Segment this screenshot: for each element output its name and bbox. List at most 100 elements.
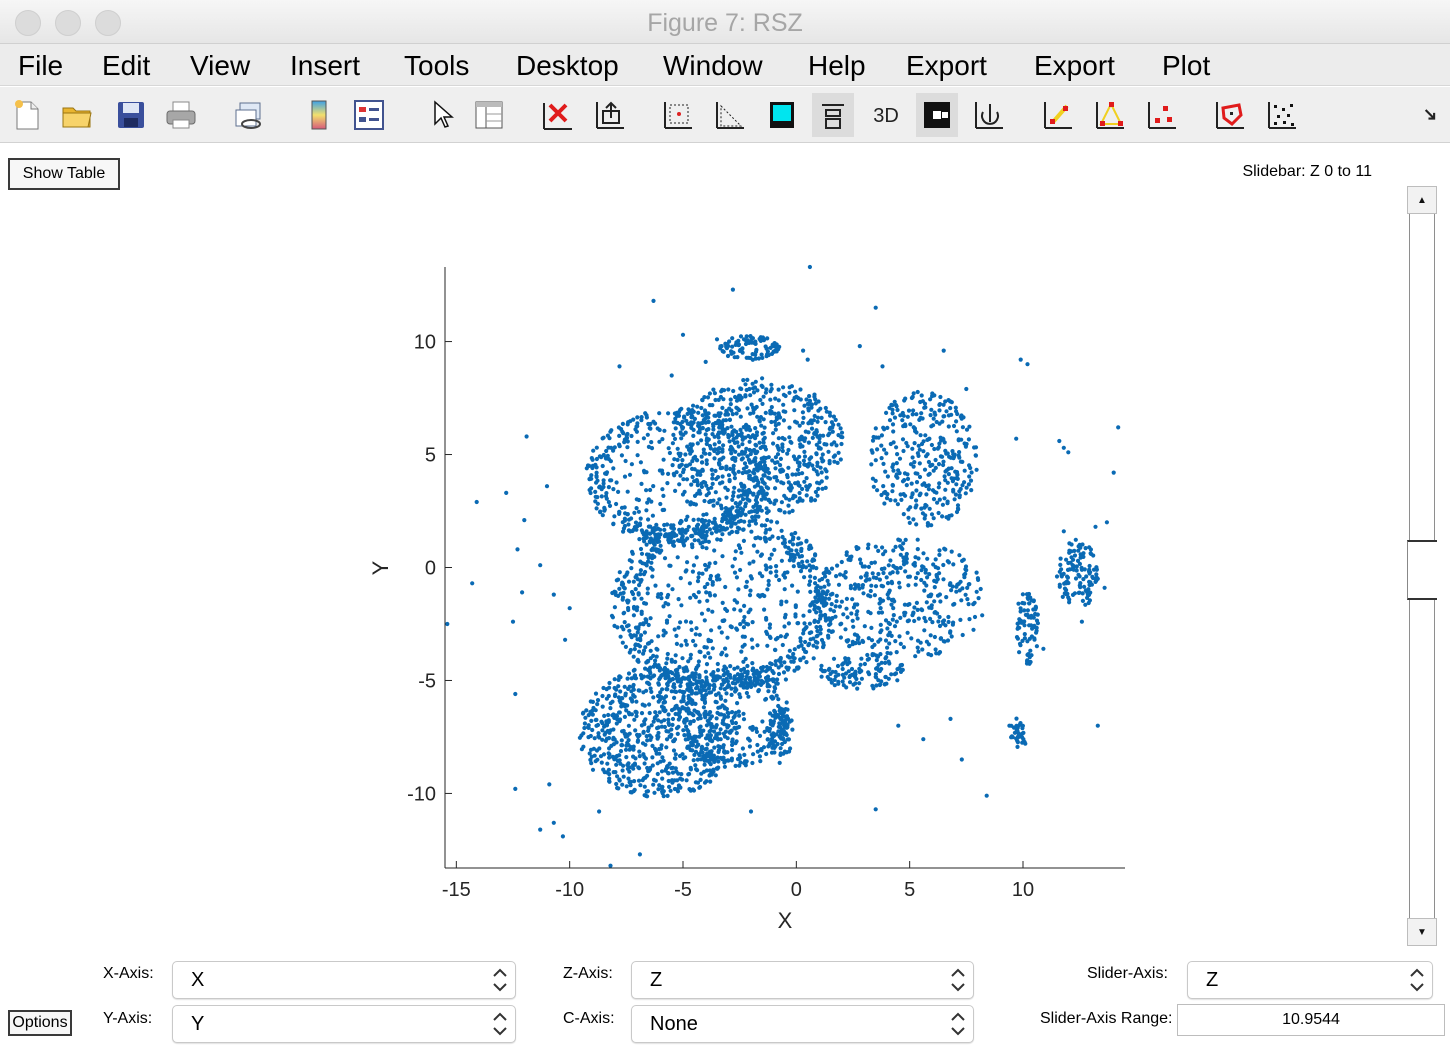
data-point	[690, 414, 695, 419]
data-point	[760, 719, 765, 724]
data-point	[627, 731, 632, 736]
slice-icon[interactable]	[709, 93, 751, 137]
save-icon[interactable]	[110, 93, 152, 137]
z-axis-select[interactable]: Z	[631, 961, 974, 999]
cyan-square-icon[interactable]	[761, 93, 803, 137]
data-point	[854, 546, 860, 552]
data-point	[823, 405, 828, 411]
red-points-icon[interactable]	[1141, 93, 1183, 137]
menu-plot[interactable]: Plot	[1162, 50, 1211, 81]
zoom-box-icon[interactable]	[657, 93, 699, 137]
options-button[interactable]: Options	[8, 1010, 72, 1036]
minimize-window-button[interactable]	[55, 10, 81, 36]
y-axis-select[interactable]: Y	[172, 1005, 516, 1043]
close-window-button[interactable]	[15, 10, 41, 36]
data-point	[793, 603, 798, 608]
black-white-toggle-icon[interactable]	[916, 93, 958, 137]
rotate-icon[interactable]	[968, 93, 1010, 137]
new-figure-icon[interactable]	[6, 93, 48, 137]
data-point	[651, 782, 656, 787]
scatter-yellow-icon[interactable]	[1037, 93, 1079, 137]
data-point	[638, 572, 643, 577]
data-point	[771, 696, 776, 701]
slider-down-button[interactable]: ▼	[1407, 918, 1437, 946]
toolbar-overflow-icon[interactable]	[1420, 93, 1444, 137]
show-table-button[interactable]: Show Table	[8, 158, 120, 190]
open-file-icon[interactable]	[56, 93, 98, 137]
c-axis-select[interactable]: None	[631, 1005, 974, 1043]
menu-file[interactable]: File	[18, 50, 64, 81]
data-point	[1025, 658, 1030, 663]
data-point	[710, 476, 715, 481]
data-point	[589, 754, 594, 759]
menu-export[interactable]: Export	[906, 50, 987, 81]
x-axis-select[interactable]: X	[172, 961, 516, 999]
slider-range-input[interactable]: 10.9544	[1177, 1004, 1445, 1036]
data-point	[713, 490, 718, 495]
data-point	[1020, 592, 1025, 597]
data-point	[617, 433, 622, 438]
slider-up-button[interactable]: ▲	[1407, 186, 1437, 214]
data-point	[712, 442, 717, 447]
data-point	[759, 552, 764, 557]
data-point	[1095, 723, 1100, 728]
print-icon[interactable]	[160, 93, 202, 137]
data-point	[955, 472, 960, 478]
data-point	[633, 643, 638, 648]
data-point	[893, 639, 898, 644]
menu-desktop[interactable]: Desktop	[516, 50, 619, 81]
data-point	[940, 454, 945, 459]
data-point	[652, 790, 657, 795]
pointer-icon[interactable]	[420, 93, 462, 137]
data-point	[666, 778, 671, 784]
polygon-select-icon[interactable]	[1209, 93, 1251, 137]
data-point	[690, 466, 695, 471]
data-point	[547, 782, 552, 787]
data-point	[750, 515, 755, 520]
data-point	[786, 545, 791, 550]
data-point	[1026, 596, 1031, 601]
data-point	[776, 697, 781, 702]
zoom-window-button[interactable]	[95, 10, 121, 36]
property-inspector-icon[interactable]	[468, 93, 510, 137]
grid-points-icon[interactable]	[1261, 93, 1303, 137]
data-point	[1061, 571, 1066, 576]
data-point	[763, 410, 768, 415]
data-point	[904, 440, 909, 446]
data-point	[762, 425, 767, 430]
slider-thumb[interactable]	[1407, 540, 1437, 600]
menu-help[interactable]: Help	[808, 50, 866, 81]
export-axes-icon[interactable]	[589, 93, 631, 137]
data-point	[809, 565, 815, 570]
data-point	[799, 546, 804, 551]
stack-icon[interactable]	[812, 93, 854, 137]
data-point	[736, 343, 741, 348]
colorbar-icon[interactable]	[298, 93, 340, 137]
data-point	[628, 647, 633, 653]
title-bar: Figure 7: RSZ	[0, 0, 1450, 44]
data-point	[639, 609, 644, 614]
menu-insert[interactable]: Insert	[290, 50, 361, 81]
data-point	[644, 470, 649, 475]
data-point	[818, 616, 823, 621]
menu-tools[interactable]: Tools	[404, 50, 470, 81]
menu-edit[interactable]: Edit	[102, 50, 151, 81]
data-point	[629, 559, 634, 564]
data-point	[945, 501, 950, 506]
data-point	[762, 473, 767, 478]
data-point	[688, 767, 693, 772]
z-slider[interactable]: ▲ ▼	[1407, 186, 1437, 946]
menu-export-2[interactable]: Export	[1034, 50, 1115, 81]
link-plot-icon[interactable]	[228, 93, 270, 137]
slider-axis-select[interactable]: Z	[1187, 961, 1433, 999]
3d-icon[interactable]: 3D	[865, 93, 907, 137]
data-point	[904, 483, 909, 488]
triangle-icon[interactable]	[1089, 93, 1131, 137]
data-point	[688, 595, 693, 600]
delete-icon[interactable]	[537, 93, 579, 137]
data-point	[731, 388, 736, 394]
menu-window[interactable]: Window	[663, 50, 763, 81]
legend-icon[interactable]	[348, 93, 390, 137]
menu-view[interactable]: View	[190, 50, 251, 81]
